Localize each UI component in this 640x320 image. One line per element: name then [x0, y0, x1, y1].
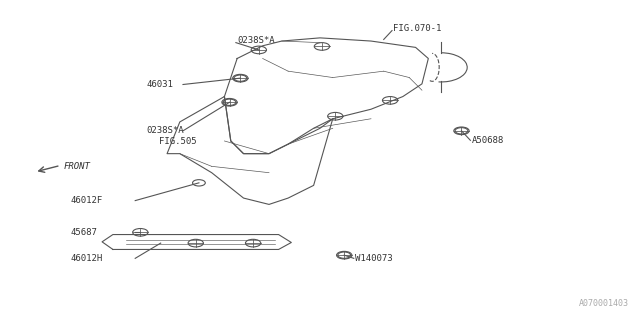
Text: A070001403: A070001403 — [579, 299, 629, 308]
Text: 0238S*A: 0238S*A — [147, 126, 184, 135]
Text: FIG.070-1: FIG.070-1 — [394, 24, 442, 33]
Text: 46031: 46031 — [147, 80, 173, 89]
Text: 0238S*A: 0238S*A — [237, 36, 275, 44]
Text: FIG.505: FIG.505 — [159, 137, 197, 146]
Text: A50688: A50688 — [472, 136, 504, 145]
Text: W140073: W140073 — [355, 254, 393, 263]
Text: 46012H: 46012H — [70, 254, 102, 263]
Text: 45687: 45687 — [70, 228, 97, 237]
Text: 46012F: 46012F — [70, 196, 102, 205]
Text: FRONT: FRONT — [64, 163, 91, 172]
